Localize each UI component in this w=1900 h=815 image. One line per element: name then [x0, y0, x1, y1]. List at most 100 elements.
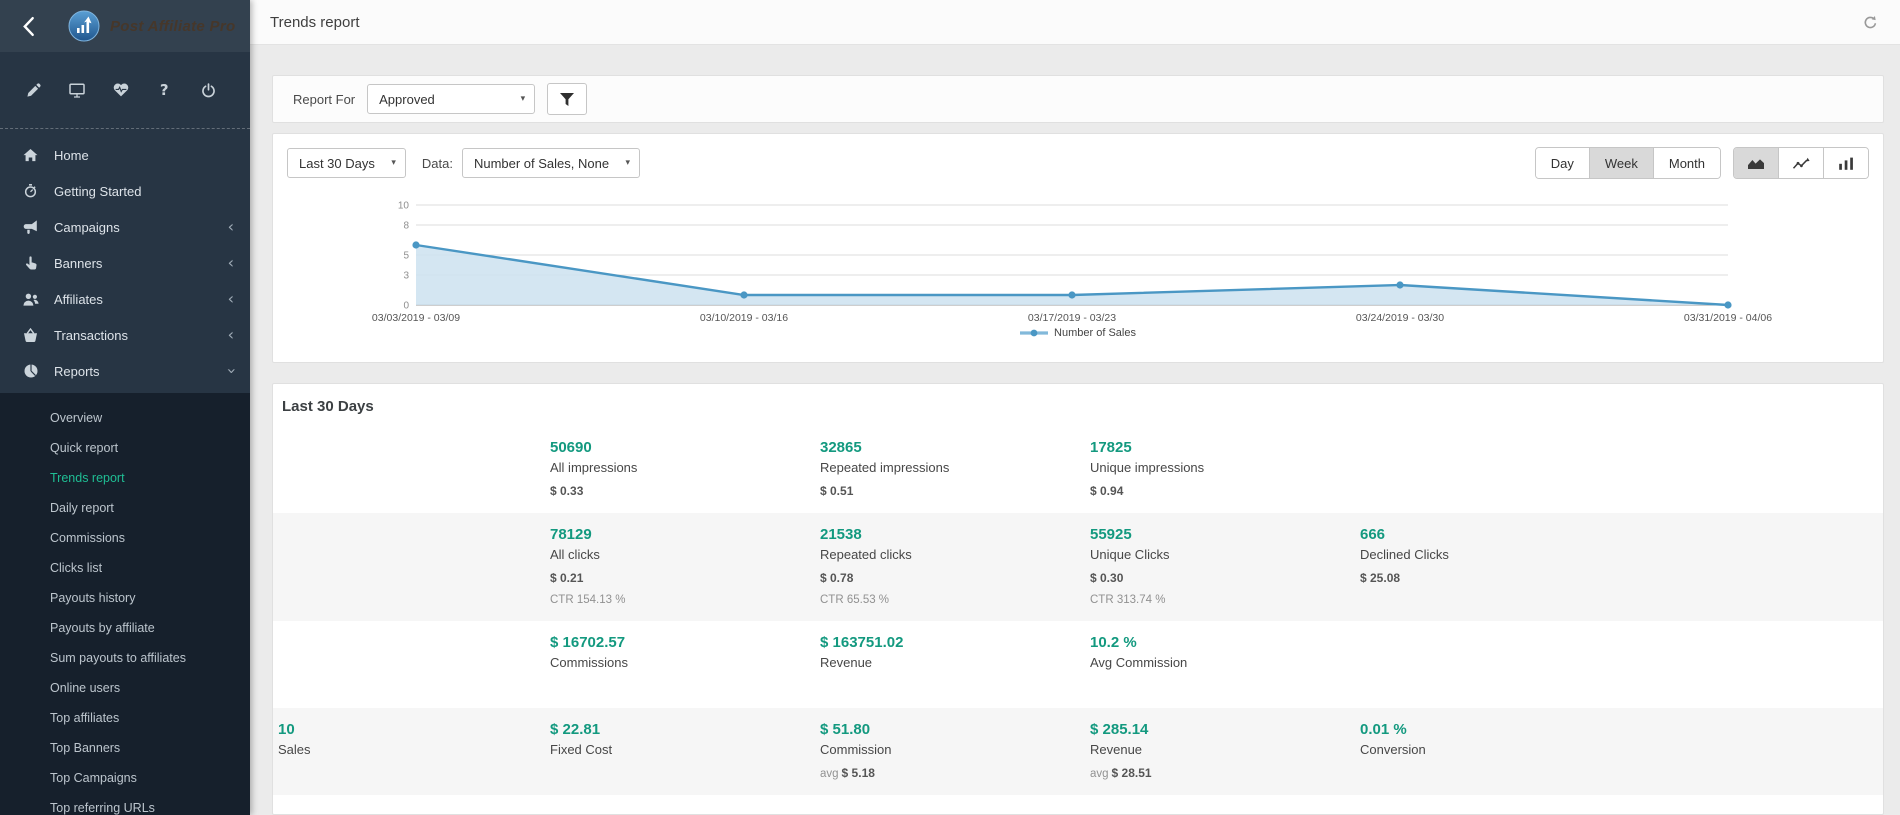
area-chart-icon [1747, 157, 1765, 170]
report-for-toolbar: Report For Approved ▾ [272, 75, 1884, 123]
submenu-item-online-users[interactable]: Online users [0, 673, 250, 703]
stat-sub-value: $ 0.30 [1090, 571, 1340, 585]
submenu-item-payouts-by-affiliate[interactable]: Payouts by affiliate [0, 613, 250, 643]
heartbeat-icon[interactable] [111, 80, 131, 100]
stat-value: 32865 [820, 439, 1070, 457]
stat-cell: 55925Unique Clicks$ 0.30CTR 313.74 % [1090, 526, 1360, 606]
sidebar-quick-icons: ? [0, 52, 250, 128]
period-button-week[interactable]: Week [1589, 148, 1653, 178]
stat-cell: 78129All clicks$ 0.21CTR 154.13 % [550, 526, 820, 606]
svg-text:8: 8 [403, 221, 409, 232]
stat-avg-value: avg$ 28.51 [1090, 766, 1340, 780]
svg-text:03/03/2019 - 03/09: 03/03/2019 - 03/09 [372, 312, 460, 324]
sidebar-item-banners[interactable]: Banners‹ [0, 245, 250, 281]
submenu-item-daily-report[interactable]: Daily report [0, 493, 250, 523]
sidebar-item-transactions[interactable]: Transactions‹ [0, 317, 250, 353]
date-range-value: Last 30 Days [299, 156, 375, 171]
chevron-down-icon: ▾ [521, 93, 526, 104]
stat-value: 10.2 % [1090, 634, 1340, 652]
chevron-down-icon: ▾ [391, 157, 396, 168]
report-for-select[interactable]: Approved ▾ [367, 84, 535, 114]
submenu-item-commissions[interactable]: Commissions [0, 523, 250, 553]
stat-avg-value: avg$ 5.18 [820, 766, 1070, 780]
sidebar-item-label: Getting Started [54, 184, 141, 199]
monitor-icon[interactable] [67, 80, 87, 100]
stat-ctr-value: CTR 65.53 % [820, 594, 1070, 606]
date-range-select[interactable]: Last 30 Days ▾ [287, 148, 406, 178]
stat-cell: 666Declined Clicks$ 25.08 [1360, 526, 1630, 606]
stat-label: Repeated impressions [820, 460, 1070, 475]
sidebar-item-home[interactable]: Home [0, 137, 250, 173]
sidebar-item-campaigns[interactable]: Campaigns‹ [0, 209, 250, 245]
stat-sub-value: $ 0.51 [820, 484, 1070, 498]
chart-panel: Last 30 Days ▾ Data: Number of Sales, No… [272, 133, 1884, 363]
bar-chart-button[interactable] [1823, 148, 1868, 178]
submenu-item-top-referring-urls[interactable]: Top referring URLs [0, 793, 250, 815]
sidebar-item-affiliates[interactable]: Affiliates‹ [0, 281, 250, 317]
svg-text:03/10/2019 - 03/16: 03/10/2019 - 03/16 [700, 312, 788, 324]
refresh-icon[interactable] [1863, 15, 1878, 30]
stat-value: $ 22.81 [550, 721, 800, 739]
stat-label: Repeated clicks [820, 547, 1070, 562]
stats-rows: 50690All impressions$ 0.3332865Repeated … [273, 426, 1883, 795]
stat-row: 78129All clicks$ 0.21CTR 154.13 %21538Re… [273, 513, 1883, 621]
submenu-item-quick-report[interactable]: Quick report [0, 433, 250, 463]
stat-cell: 21538Repeated clicks$ 0.78CTR 65.53 % [820, 526, 1090, 606]
submenu-item-trends-report[interactable]: Trends report [0, 463, 250, 493]
stat-cell: $ 51.80Commissionavg$ 5.18 [820, 721, 1090, 780]
stat-sub-value: $ 25.08 [1360, 571, 1610, 585]
pencil-icon[interactable] [23, 80, 43, 100]
filter-button[interactable] [547, 83, 587, 115]
stat-label: Conversion [1360, 742, 1610, 757]
period-button-group: DayWeekMonth [1535, 147, 1721, 179]
submenu-item-overview[interactable]: Overview [0, 403, 250, 433]
sidebar-item-label: Campaigns [54, 220, 120, 235]
sidebar-logo-bar: Post Affiliate Pro [0, 0, 250, 52]
home-icon [22, 149, 39, 162]
submenu-item-clicks-list[interactable]: Clicks list [0, 553, 250, 583]
svg-text:03/17/2019 - 03/23: 03/17/2019 - 03/23 [1028, 312, 1116, 324]
sidebar-nav: HomeGetting StartedCampaigns‹Banners‹Aff… [0, 128, 250, 393]
svg-text:10: 10 [398, 201, 410, 212]
users-icon [22, 293, 39, 306]
report-for-value: Approved [379, 92, 435, 107]
chart-legend: Number of Sales [273, 327, 1883, 339]
submenu-item-top-affiliates[interactable]: Top affiliates [0, 703, 250, 733]
stats-panel: Last 30 Days 50690All impressions$ 0.333… [272, 383, 1884, 815]
back-chevron-icon[interactable] [14, 12, 42, 40]
period-button-day[interactable]: Day [1536, 148, 1589, 178]
stat-cell: $ 163751.02Revenue [820, 634, 1090, 693]
page-title: Trends report [270, 14, 359, 31]
submenu-item-sum-payouts-to-affiliates[interactable]: Sum payouts to affiliates [0, 643, 250, 673]
submenu-item-top-campaigns[interactable]: Top Campaigns [0, 763, 250, 793]
stat-value: $ 51.80 [820, 721, 1070, 739]
submenu-item-top-banners[interactable]: Top Banners [0, 733, 250, 763]
main-area: Trends report Report For Approved ▾ [250, 0, 1900, 815]
data-series-select[interactable]: Number of Sales, None ▾ [462, 148, 640, 178]
sidebar-item-reports[interactable]: Reports‹ [0, 353, 250, 389]
stat-cell: $ 16702.57Commissions [550, 634, 820, 693]
period-button-month[interactable]: Month [1653, 148, 1720, 178]
data-series-value: Number of Sales, None [474, 156, 609, 171]
legend-label: Number of Sales [1054, 327, 1136, 339]
submenu-item-payouts-history[interactable]: Payouts history [0, 583, 250, 613]
stat-ctr-value: CTR 154.13 % [550, 594, 800, 606]
power-icon[interactable] [198, 80, 218, 100]
stat-row: 50690All impressions$ 0.3332865Repeated … [273, 426, 1883, 513]
stat-label: Revenue [1090, 742, 1340, 757]
svg-text:03/24/2019 - 03/30: 03/24/2019 - 03/30 [1356, 312, 1444, 324]
stat-value: 50690 [550, 439, 800, 457]
stat-value: $ 163751.02 [820, 634, 1070, 652]
sidebar-item-label: Home [54, 148, 89, 163]
chevron-down-icon: ▾ [626, 157, 631, 168]
chevron-down-icon: ‹ [223, 368, 239, 374]
stat-cell: 17825Unique impressions$ 0.94 [1090, 439, 1360, 498]
sidebar-item-getting-started[interactable]: Getting Started [0, 173, 250, 209]
stat-label: All impressions [550, 460, 800, 475]
stat-avg-amount: $ 28.51 [1112, 766, 1152, 780]
area-chart-button[interactable] [1734, 148, 1778, 178]
stat-value: 17825 [1090, 439, 1340, 457]
line-chart-button[interactable] [1778, 148, 1823, 178]
stat-value: $ 16702.57 [550, 634, 800, 652]
help-icon[interactable]: ? [154, 80, 174, 100]
